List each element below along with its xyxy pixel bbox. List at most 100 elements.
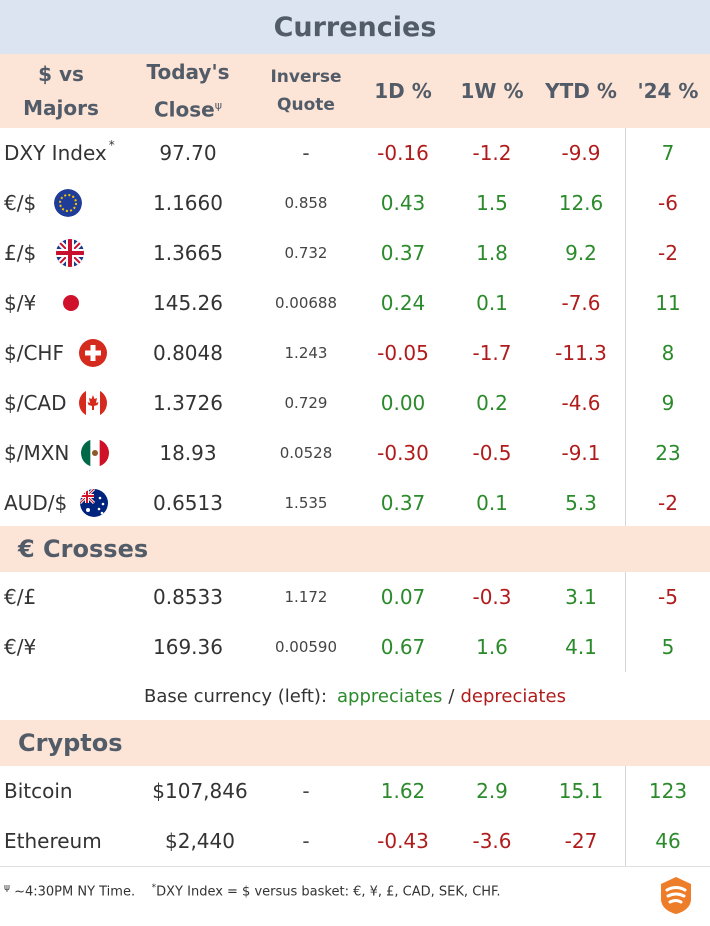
change-w1: -1.2	[472, 141, 512, 165]
change-d1: -0.30	[377, 441, 429, 465]
table-row: Ethereum $2,440 - -0.43 -3.6 -27 46	[0, 816, 710, 866]
legend-separator: /	[448, 685, 455, 707]
change-w1: 1.8	[476, 241, 508, 265]
mexico-flag-icon	[81, 439, 109, 467]
inverse-quote: -	[302, 779, 310, 803]
change-y24: -6	[658, 191, 678, 215]
row-name: €/¥	[4, 635, 37, 659]
page-title: Currencies	[273, 11, 437, 43]
footer: ψ ~4:30PM NY Time. *DXY Index = $ versus…	[0, 866, 710, 926]
header-pair: $ vs Majors	[23, 62, 99, 120]
close-value: 18.93	[159, 441, 217, 465]
dxy-footnote-mark: *	[108, 138, 115, 152]
uk-flag-icon	[56, 239, 84, 267]
footnote: ψ ~4:30PM NY Time. *DXY Index = $ versus…	[4, 883, 501, 900]
change-ytd: 15.1	[558, 779, 604, 803]
row-name: DXY Index *	[4, 138, 115, 165]
change-ytd: 9.2	[565, 241, 597, 265]
column-divider	[625, 128, 626, 526]
table-row: €/£ 0.8533 1.172 0.07 -0.3 3.1 -5	[0, 572, 710, 622]
change-y24: 8	[661, 341, 675, 365]
table-row: $/CAD 1.3726 0.729 0.00 0.2 -4.6 9	[0, 378, 710, 428]
row-name: $/¥	[4, 291, 37, 315]
change-ytd: 12.6	[558, 191, 604, 215]
close-value: $107,846	[152, 779, 248, 803]
inverse-quote: 0.732	[284, 244, 328, 262]
close-value: 97.70	[159, 141, 217, 165]
change-w1: 2.9	[476, 779, 508, 803]
inverse-quote: 1.172	[284, 588, 328, 606]
close-value: 1.3665	[153, 241, 223, 265]
change-y24: 11	[655, 291, 681, 315]
table-row: $/CHF 0.8048 1.243 -0.05 -1.7 -11.3 8	[0, 328, 710, 378]
change-w1: -1.7	[472, 341, 512, 365]
change-d1: 0.24	[380, 291, 426, 315]
change-ytd: -9.1	[561, 441, 601, 465]
table-row: $/MXN 18.93 0.0528 -0.30 -0.5 -9.1 23	[0, 428, 710, 478]
change-y24: -2	[658, 491, 678, 515]
change-w1: 0.1	[476, 491, 508, 515]
table-row: AUD/$ 0.6513 1.535 0.37 0.1 5.3 -2	[0, 478, 710, 528]
change-ytd: -7.6	[561, 291, 601, 315]
change-w1: 1.6	[476, 635, 508, 659]
table-row: $/¥ 145.26 0.00688 0.24 0.1 -7.6 11	[0, 278, 710, 328]
change-y24: 5	[661, 635, 675, 659]
inverse-quote: 0.00688	[274, 294, 338, 312]
title-bar: Currencies	[0, 0, 710, 54]
close-value: $2,440	[165, 829, 235, 853]
australia-flag-icon	[80, 489, 108, 517]
header-close: Today's Closeψ	[146, 60, 230, 122]
change-ytd: -27	[564, 829, 598, 853]
table-row: DXY Index * 97.70 - -0.16 -1.2 -9.9 7	[0, 128, 710, 178]
inverse-quote: -	[302, 829, 310, 853]
table-row: €/$ 1.1660 0.858 0.43 1.5 12.6 -6	[0, 178, 710, 228]
close-value: 145.26	[153, 291, 223, 315]
column-header-row: $ vs Majors Today's Closeψ Inverse Quote 1D…	[0, 54, 710, 128]
row-name: Bitcoin	[4, 779, 73, 803]
inverse-quote: 1.535	[284, 494, 328, 512]
change-d1: 0.00	[380, 391, 426, 415]
brand-logo-icon	[661, 877, 691, 914]
close-value: 1.3726	[153, 391, 223, 415]
change-w1: 0.2	[476, 391, 508, 415]
row-name: AUD/$	[4, 491, 68, 515]
change-w1: -0.5	[472, 441, 512, 465]
close-value: 0.6513	[153, 491, 223, 515]
header-1w: 1W %	[460, 79, 524, 103]
color-legend: Base currency (left): appreciates / depr…	[0, 672, 710, 720]
change-d1: 0.07	[380, 585, 426, 609]
row-name: $/CAD	[4, 391, 67, 415]
change-y24: -5	[658, 585, 678, 609]
change-w1: 1.5	[476, 191, 508, 215]
legend-depreciates: depreciates	[460, 685, 566, 707]
close-value: 169.36	[153, 635, 223, 659]
inverse-quote: 0.0528	[279, 444, 333, 462]
change-d1: -0.16	[377, 141, 429, 165]
change-d1: 1.62	[380, 779, 426, 803]
column-divider	[625, 766, 626, 866]
row-name: €/$	[4, 191, 37, 215]
swiss-flag-icon	[79, 339, 107, 367]
inverse-quote: 0.729	[284, 394, 328, 412]
change-d1: 0.43	[380, 191, 426, 215]
table-row: £/$ 1.3665 0.732 0.37 1.8 9.2 -2	[0, 228, 710, 278]
close-time-mark: ψ	[214, 99, 222, 113]
change-y24: 7	[661, 141, 675, 165]
header-inverse: Inverse Quote	[270, 67, 342, 115]
legend-label: Base currency (left):	[144, 685, 328, 707]
change-w1: -0.3	[472, 585, 512, 609]
close-value: 1.1660	[153, 191, 223, 215]
close-value: 0.8533	[153, 585, 223, 609]
table-row: Bitcoin $107,846 - 1.62 2.9 15.1 123	[0, 766, 710, 816]
change-d1: 0.37	[380, 241, 426, 265]
change-ytd: 5.3	[565, 491, 597, 515]
row-name: Ethereum	[4, 829, 102, 853]
change-d1: -0.43	[377, 829, 429, 853]
change-d1: -0.05	[377, 341, 429, 365]
header-24: '24 %	[637, 79, 699, 103]
japan-flag-icon	[57, 289, 85, 317]
change-ytd: -9.9	[561, 141, 601, 165]
inverse-quote: 0.00590	[274, 638, 338, 656]
header-1d: 1D %	[374, 79, 432, 103]
row-name: $/MXN	[4, 441, 70, 465]
